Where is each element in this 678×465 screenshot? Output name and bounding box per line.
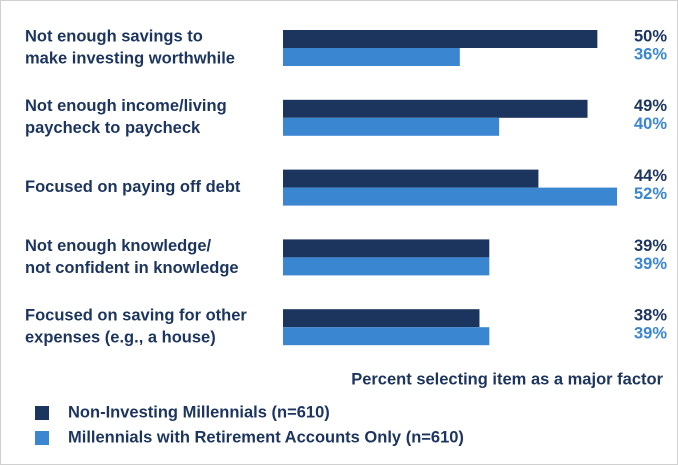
bar: [283, 48, 460, 66]
bar: [283, 117, 500, 136]
legend-label: Non-Investing Millennials (n=610): [68, 403, 330, 421]
value-label: 39%: [634, 255, 667, 273]
value-label: 40%: [634, 115, 667, 133]
category-label: make investing worthwhile: [25, 49, 235, 67]
category-label: Not enough knowledge/: [25, 237, 211, 255]
value-label: 39%: [634, 325, 667, 343]
value-label: 38%: [634, 307, 667, 325]
legend-label: Millennials with Retirement Accounts Onl…: [68, 428, 464, 446]
bar: [283, 187, 617, 206]
category-label: Not enough savings to: [25, 27, 203, 45]
value-label: 36%: [634, 45, 667, 63]
category-label: Not enough income/living: [25, 97, 227, 115]
value-label: 50%: [634, 27, 667, 45]
x-axis-label: Percent selecting item as a major factor: [351, 370, 663, 388]
bar: [283, 309, 480, 328]
bar: [283, 30, 598, 48]
bar: [283, 239, 490, 258]
category-label: not confident in knowledge: [25, 259, 239, 277]
value-label: 52%: [634, 185, 667, 203]
category-label: Focused on paying off debt: [25, 178, 241, 196]
bar: [283, 257, 490, 276]
value-label: 49%: [634, 97, 667, 115]
category-label: expenses (e.g., a house): [25, 329, 216, 347]
bar: [283, 327, 490, 346]
bar: [283, 169, 539, 188]
legend-swatch: [35, 431, 49, 445]
bar: [283, 99, 588, 118]
legend-swatch: [35, 406, 49, 420]
category-label: Focused on saving for other: [25, 307, 247, 325]
value-label: 44%: [634, 167, 667, 185]
category-label: paycheck to paycheck: [25, 119, 201, 137]
value-label: 39%: [634, 237, 667, 255]
